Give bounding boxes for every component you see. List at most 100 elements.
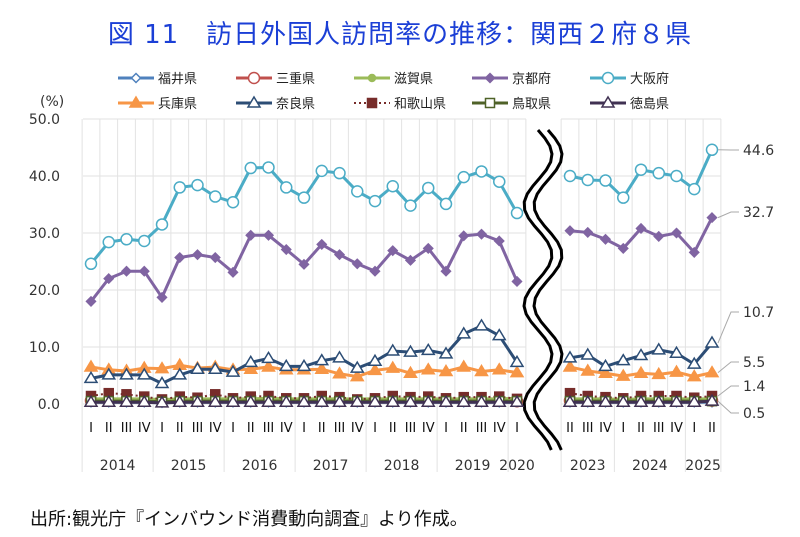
data-point [634,163,648,176]
quarter-label: III [476,421,488,436]
quarter-label: I [515,421,519,436]
data-point [456,326,472,339]
legend-label: 兵庫県 [158,97,197,112]
year-label: 2020 [499,458,535,474]
data-point [509,365,525,378]
year-label: 2024 [632,458,668,474]
quarter-label: IV [138,421,151,436]
data-point [316,238,328,250]
axis-break-line [532,129,564,451]
data-point [598,365,613,378]
data-point [191,178,204,192]
data-point [296,394,312,408]
data-point [686,369,702,382]
data-point [493,235,505,247]
data-point [156,291,168,303]
legend-label: 大阪府 [630,72,669,87]
data-point [633,365,649,378]
data-point [474,394,489,408]
data-point [368,194,382,208]
data-point [562,350,578,363]
data-point [261,359,276,372]
series-徳島県 [83,393,720,408]
quarter-label: I [89,421,93,436]
data-point [704,393,720,406]
data-point [315,164,328,178]
data-point [456,359,472,372]
data-point [385,394,401,408]
data-point [484,97,496,109]
data-point [351,258,363,270]
data-point [226,195,240,209]
data-point [491,394,507,408]
data-point [261,394,276,408]
data-point [351,185,364,198]
data-point [190,394,205,408]
data-point [651,342,667,355]
quarter-label: I [373,421,377,436]
data-point [262,229,275,241]
data-point [403,365,418,378]
end-value-label: 10.7 [743,305,774,321]
data-point [102,235,115,249]
data-point [119,367,134,380]
data-point [422,181,435,195]
quarter-label: IV [280,421,293,436]
quarter-label: I [692,421,696,436]
data-point [704,365,720,378]
data-point [670,169,683,183]
quarter-label: I [302,421,306,436]
data-point [278,394,294,408]
data-point [686,356,702,369]
data-point [511,275,523,288]
data-point [314,361,330,374]
series-line [90,324,519,386]
data-point [475,228,488,240]
data-point [705,143,719,157]
data-point [314,353,330,366]
leader-line [717,361,739,374]
quarter-label: IV [670,421,683,436]
y-tick-label: 0.0 [38,397,60,413]
data-point [404,254,417,266]
data-point [120,233,133,246]
end-value-label: 0.5 [743,406,765,422]
data-point [706,212,718,224]
data-point [278,358,294,372]
quarter-label: IV [209,421,222,436]
quarter-label: III [334,421,346,436]
data-point [349,369,365,382]
quarter-label: IV [422,421,435,436]
series-大阪府 [84,143,719,271]
data-point [333,249,346,261]
quarter-label: IV [351,421,364,436]
data-point [333,166,346,180]
quarter-label: III [582,421,594,436]
axis-break-line [522,129,554,451]
y-tick-label: 10.0 [29,340,60,356]
y-tick-label: 40.0 [29,169,60,185]
data-point [420,342,436,356]
data-point [562,394,578,408]
chart-title: 図 11 訪日外国人訪問率の推移：関西２府８県 [107,20,693,50]
data-point [207,394,223,408]
data-point [209,190,222,203]
data-point [367,73,377,83]
quarter-label: II [566,421,574,436]
data-point [349,360,365,373]
data-point [669,364,684,377]
data-point [119,394,134,408]
series-兵庫県 [83,357,720,382]
data-point [404,199,417,212]
data-point [385,360,401,373]
quarter-label: II [460,421,468,436]
data-point [474,364,489,377]
data-point [332,350,347,363]
data-point [84,257,98,271]
data-point [600,95,616,108]
data-point [598,394,613,408]
data-point [172,367,188,380]
end-value-label: 32.7 [743,205,774,221]
data-point [440,265,452,277]
